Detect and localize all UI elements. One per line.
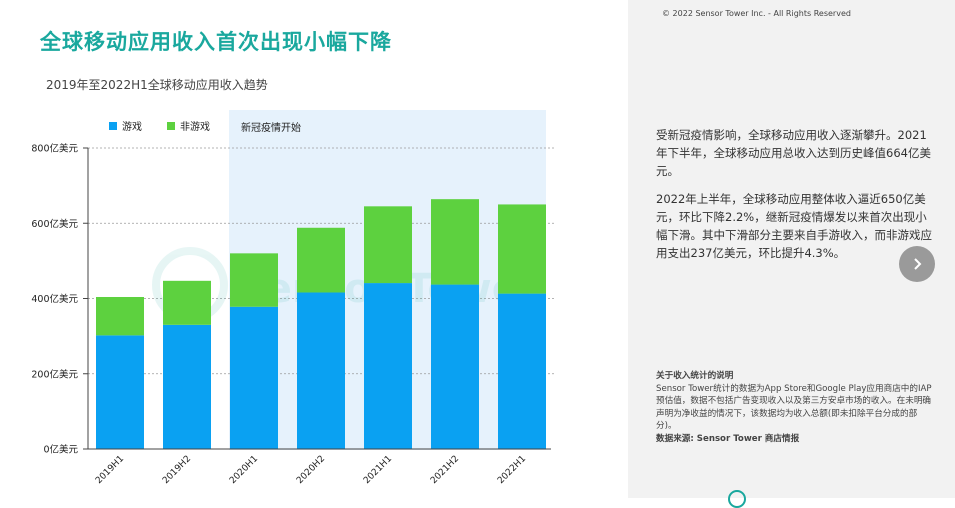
chevron-right-icon [914,258,922,270]
y-tick-label: 600亿美元 [31,218,78,230]
bar-segment-nongames [498,204,546,294]
y-tick-label: 200亿美元 [31,368,78,380]
legend-swatch-nongames [167,122,175,130]
bar-segment-nongames [364,206,412,284]
bar-segment-nongames [431,199,479,285]
legend: 游戏 非游戏 [109,120,210,133]
note-body: Sensor Tower统计的数据为App Store和Google Play应… [656,383,932,432]
y-tick-label: 0亿美元 [43,444,78,456]
summary-paragraph-1: 受新冠疫情影响，全球移动应用收入逐渐攀升。2021年下半年，全球移动应用总收入达… [656,128,931,178]
sensor-tower-logo-icon [728,490,746,508]
bar-segment-games [431,284,479,449]
page-title: 全球移动应用收入首次出现小幅下降 [40,30,392,54]
legend-swatch-games [109,122,117,130]
chart-subtitle: 2019年至2022H1全球移动应用收入趋势 [46,78,268,92]
chart-panel: 全球移动应用收入首次出现小幅下降 2019年至2022H1全球移动应用收入趋势 … [31,30,556,487]
x-tick-label: 2022H1 [496,454,528,486]
x-tick-label: 2019H2 [161,454,193,486]
y-tick-label: 800亿美元 [31,143,78,155]
legend-label-nongames: 非游戏 [180,120,210,133]
x-tick-label: 2021H1 [362,454,394,486]
bar-segment-games [96,335,144,449]
x-tick-label: 2020H1 [228,454,260,486]
revenue-note: 关于收入统计的说明 Sensor Tower统计的数据为App Store和Go… [656,370,936,445]
side-panel: © 2022 Sensor Tower Inc. - All Rights Re… [628,0,955,508]
bar-segment-nongames [230,253,278,307]
y-tick-label: 400亿美元 [31,293,78,305]
bar-segment-nongames [96,296,144,336]
x-tick-label: 2020H2 [295,454,327,486]
summary-paragraph-2: 2022年上半年，全球移动应用整体收入逼近650亿美元，环比下降2.2%，继新冠… [656,192,932,260]
revenue-chart: Sensor Tower 0亿美元200亿美元400亿美元600亿美元800亿美… [31,110,556,486]
x-tick-label: 2019H1 [94,454,126,486]
covid-annotation: 新冠疫情开始 [241,121,301,134]
x-axis: 2019H1 2019H2 2020H1 2020H2 2021H1 2021H2 2022… [88,448,551,486]
bar-segment-games [163,324,211,449]
bar-segment-games [297,292,345,449]
bar-segment-games [498,293,546,449]
bar-segment-nongames [163,280,211,325]
bar-segment-nongames [297,227,345,293]
bar-segment-games [230,306,278,449]
data-source: 数据来源: Sensor Tower 商店情报 [656,433,800,444]
legend-label-games: 游戏 [122,120,142,133]
note-title: 关于收入统计的说明 [656,371,734,381]
bars [96,199,546,449]
bar-segment-games [364,283,412,449]
y-axis: 0亿美元 200亿美元 400亿美元 600亿美元 800亿美元 [31,143,89,456]
x-tick-label: 2021H2 [429,454,461,486]
next-slide-button[interactable] [899,246,935,282]
copyright: © 2022 Sensor Tower Inc. - All Rights Re… [662,9,851,18]
